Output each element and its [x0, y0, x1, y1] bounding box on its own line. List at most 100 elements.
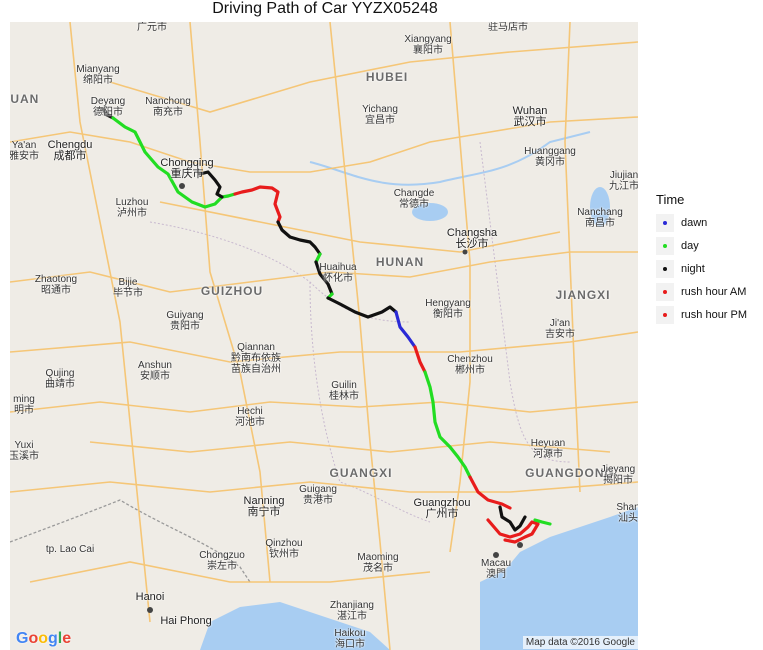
- city-label: Deyang 德阳市: [90, 96, 126, 118]
- legend-item-night: night: [652, 257, 762, 280]
- lake-poyang: [590, 187, 610, 227]
- legend-key: [656, 282, 674, 301]
- city-label: ming 明市: [13, 394, 35, 416]
- city-label: Guangzhou 广州市: [413, 497, 471, 520]
- city-label: Qujing 曲靖市: [45, 368, 75, 390]
- city-label: Guilin 桂林市: [329, 380, 359, 402]
- city-label: Qiannan 黔南布依族 苗族自治州: [231, 342, 281, 375]
- map-canvas[interactable]: HUBEI HUAN HUNAN GUIZHOU JIANGXI GUANGXI…: [10, 22, 638, 650]
- path-segment-night: [326, 296, 398, 319]
- city-label: Guigang 贵港市: [299, 484, 337, 506]
- city-label: Jiujian 九江市: [609, 170, 638, 192]
- city-label: Guiyang 贵阳市: [166, 310, 204, 332]
- driving-path: [101, 107, 552, 544]
- city-label: Changde 常德市: [393, 188, 435, 210]
- city-label: Anshun 安顺市: [138, 360, 172, 382]
- city-label: Macau 澳門: [480, 558, 512, 580]
- province-label: HUNAN: [375, 255, 425, 269]
- legend-key: [656, 236, 674, 255]
- river: [309, 131, 591, 186]
- province-label: GUANGXI: [329, 466, 393, 480]
- vietnam-border: [10, 499, 251, 583]
- path-segment-dawn: [394, 310, 417, 349]
- city-label: Maoming 茂名市: [357, 552, 399, 574]
- city-label: tp. Lao Cai: [45, 544, 95, 555]
- city-label: Yuxi 玉溪市: [10, 440, 39, 462]
- city-label: Luzhou 泸州市: [115, 197, 149, 219]
- sea-area: [480, 507, 638, 650]
- city-markers: [104, 111, 523, 613]
- legend-label: day: [681, 239, 699, 252]
- path-segment-night: [314, 260, 334, 296]
- chart-title: Driving Path of Car YYZX05248: [212, 0, 438, 17]
- legend-item-rush-am: rush hour AM: [652, 280, 762, 303]
- city-label: Hanoi: [135, 591, 165, 603]
- city-label: 广元市: [137, 22, 167, 33]
- province-label: GUANGDONG: [525, 466, 615, 480]
- legend-title: Time: [656, 192, 685, 207]
- city-label: Heyuan 河源市: [530, 438, 566, 460]
- map-attribution[interactable]: Map data ©2016 Google: [522, 636, 638, 649]
- path-segment-night: [276, 220, 322, 256]
- legend-item-rush-pm: rush hour PM: [652, 303, 762, 326]
- city-label: Changsha 长沙市: [446, 227, 498, 250]
- province-border: [309, 281, 431, 523]
- city-label: Nanchong 南充市: [145, 96, 191, 118]
- city-label: Chengdu 成都市: [47, 139, 93, 162]
- lake-dongting: [412, 203, 448, 221]
- province-label: JIANGXI: [555, 288, 611, 302]
- city-label: Zhaotong 昭通市: [34, 274, 78, 296]
- city-label: Nanchang 南昌市: [577, 207, 623, 229]
- province-label: HUBEI: [365, 70, 409, 84]
- path-segment-rush: [468, 475, 512, 510]
- city-label: Wuhan 武汉市: [512, 105, 548, 128]
- province-label: GUIZHOU: [200, 284, 264, 298]
- path-segment-night: [198, 170, 224, 199]
- province-label: HUAN: [10, 92, 40, 106]
- gulf-of-tonkin: [200, 602, 390, 650]
- legend-label: rush hour PM: [681, 308, 748, 321]
- google-logo: Google Google: [16, 630, 72, 647]
- path-segment-rush: [486, 518, 540, 544]
- city-label: Xiangyang 襄阳市: [404, 34, 452, 56]
- city-label: Mianyang 绵阳市: [76, 64, 120, 86]
- city-label: Jieyang 揭阳市: [600, 464, 636, 486]
- path-segment-day: [111, 116, 230, 209]
- city-label: Yichang 宜昌市: [362, 104, 398, 126]
- legend-key: [656, 259, 674, 278]
- city-label: Bijie 毕节市: [113, 277, 143, 299]
- path-segment-rush: [233, 185, 282, 224]
- city-label: Qinzhou 钦州市: [265, 538, 303, 560]
- province-border: [149, 221, 411, 323]
- legend-key: [656, 213, 674, 232]
- city-label: Huanggang 黄冈市: [524, 146, 576, 168]
- legend-key: [656, 305, 674, 324]
- path-segment-day: [423, 370, 472, 479]
- legend-item-day: day: [652, 234, 762, 257]
- legend-label: dawn: [681, 216, 708, 229]
- map-graphics: [10, 22, 638, 650]
- path-segment-night: [498, 505, 527, 532]
- path-segment-rush: [413, 345, 427, 374]
- city-label: Hengyang 衡阳市: [425, 298, 471, 320]
- legend-item-dawn: dawn: [652, 211, 762, 234]
- city-label: Huaihua 怀化市: [319, 262, 357, 284]
- city-label: Chongzuo 崇左市: [199, 550, 245, 572]
- path-segment-day: [533, 518, 552, 526]
- city-label: Haikou 海口市: [334, 628, 366, 650]
- road-network: [10, 22, 638, 650]
- city-label: Ya'an 雅安市: [10, 140, 39, 162]
- legend-label: rush hour AM: [681, 285, 747, 298]
- city-label: Hai Phong: [160, 615, 212, 627]
- city-label: Shan 汕头: [616, 502, 638, 524]
- city-label: Chenzhou 郴州市: [447, 354, 493, 376]
- city-label: Zhanjiang 湛江市: [330, 600, 374, 622]
- city-label: 驻马店市: [488, 22, 528, 33]
- city-label: Hechi 河池市: [235, 406, 265, 428]
- legend: Time dawn day night rush hour AM rush ho…: [652, 192, 762, 326]
- province-border: [479, 141, 571, 463]
- city-label: Nanning 南宁市: [243, 495, 285, 518]
- city-label: Ji'an 吉安市: [545, 318, 575, 340]
- city-label: Chongqing 重庆市: [160, 157, 214, 180]
- legend-label: night: [681, 262, 705, 275]
